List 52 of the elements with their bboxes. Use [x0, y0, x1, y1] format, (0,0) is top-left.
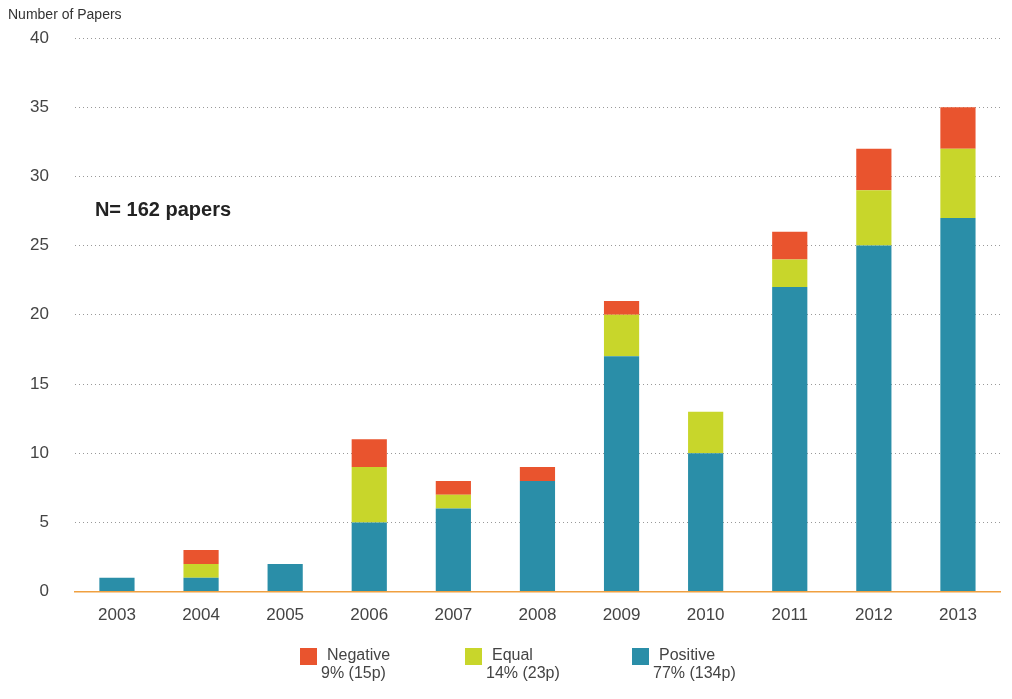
x-tick-label: 2007 — [434, 605, 473, 625]
bar — [519, 480, 556, 592]
x-tick-label: 2009 — [602, 605, 641, 625]
bar — [351, 467, 387, 523]
bar — [183, 563, 219, 578]
annotation: N= 162 papers — [94, 197, 232, 220]
bar — [351, 522, 387, 592]
bar — [772, 287, 808, 592]
x-tick-label: 2004 — [182, 605, 220, 625]
bar — [183, 550, 219, 564]
x-tick-label: 2011 — [771, 605, 809, 625]
bar — [940, 107, 976, 149]
bar — [856, 148, 892, 191]
bar — [772, 259, 808, 288]
bar — [519, 467, 556, 481]
y-tick-label: 15 — [29, 373, 49, 393]
bar — [772, 231, 808, 260]
legend-label: Equal 14% (23p) — [486, 646, 560, 682]
bar — [183, 577, 219, 592]
legend-label: Positive 77% (134p) — [653, 646, 736, 682]
bar — [688, 411, 724, 454]
x-tick-label: 2012 — [854, 605, 893, 625]
y-tick-label: 0 — [39, 581, 49, 601]
y-axis-title: Number of Papers — [8, 6, 122, 22]
x-tick-label: 2005 — [266, 605, 305, 625]
bar — [603, 356, 640, 592]
x-tick-label: 2003 — [98, 605, 136, 625]
legend-label: Negative 9% (15p) — [321, 646, 391, 682]
bar — [99, 577, 135, 592]
bar — [856, 245, 892, 592]
bar — [435, 494, 471, 509]
bar — [940, 148, 976, 218]
bar — [435, 480, 471, 495]
bar — [940, 217, 976, 592]
x-tick-label: 2010 — [686, 605, 725, 625]
bar — [267, 563, 303, 592]
bar — [351, 439, 387, 468]
y-tick-label: 30 — [29, 166, 49, 186]
y-tick-label: 10 — [29, 442, 49, 462]
x-tick-label: 2013 — [939, 605, 977, 625]
bar — [603, 300, 640, 315]
y-tick-label: 20 — [29, 304, 49, 324]
y-tick-label: 40 — [29, 27, 49, 47]
bar — [856, 190, 892, 246]
x-tick-label: 2006 — [350, 605, 389, 625]
bar — [688, 453, 724, 592]
bar — [435, 508, 471, 592]
y-tick-label: 35 — [29, 96, 49, 116]
x-tick-label: 2008 — [518, 605, 557, 625]
bar — [603, 314, 640, 357]
y-tick-label: 5 — [39, 512, 49, 532]
y-tick-label: 25 — [29, 235, 49, 255]
